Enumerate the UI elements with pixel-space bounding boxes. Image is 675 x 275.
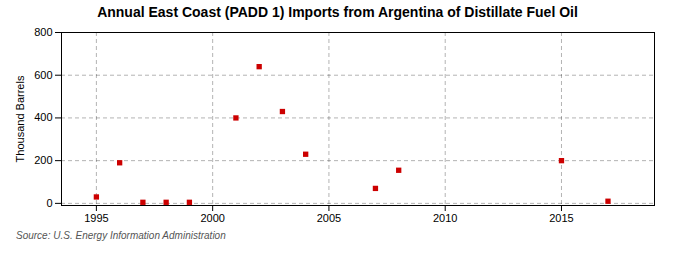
svg-text:200: 200 [34, 154, 52, 166]
svg-text:400: 400 [34, 111, 52, 123]
svg-text:2010: 2010 [433, 212, 457, 224]
svg-text:2000: 2000 [200, 212, 224, 224]
html-text:Annual East Coast (PADD 1) Imp: Annual East Coast (PADD 1) Imports from … [97, 4, 578, 20]
svg-text:2005: 2005 [317, 212, 341, 224]
html-text:Source: U.S. Energy Informatio: Source: U.S. Energy Information Administ… [16, 230, 226, 241]
svg-text:0: 0 [46, 197, 52, 209]
svg-text:600: 600 [34, 69, 52, 81]
svg-text:2015: 2015 [549, 212, 573, 224]
svg-text:Thousand Barrels: Thousand Barrels [14, 75, 26, 162]
svg-text:1995: 1995 [84, 212, 108, 224]
svg-text:800: 800 [34, 26, 52, 38]
